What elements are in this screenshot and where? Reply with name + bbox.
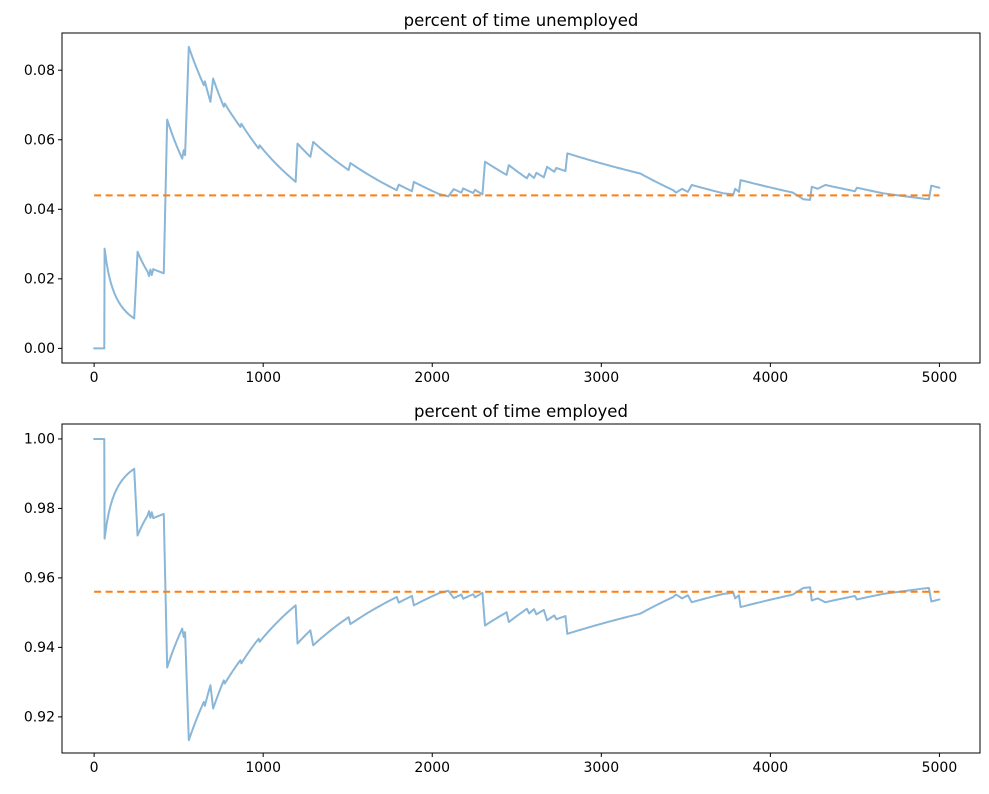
panel-employed: percent of time employed 0 1000 2000 3000 40… (24, 402, 981, 776)
x-tick-label: 1000 (245, 370, 281, 386)
x-tick-label: 4000 (753, 760, 789, 776)
sample-path-line (93, 45, 941, 350)
y-tick-label: 1.00 (24, 432, 55, 448)
axes-spines (61, 32, 981, 364)
y-tick-label: 0.04 (24, 202, 55, 218)
x-tick-label: 5000 (922, 370, 958, 386)
axes-spines (61, 423, 981, 754)
x-tick-label: 1000 (245, 760, 281, 776)
y-tick-label: 0.94 (24, 640, 55, 656)
y-tick-label: 0.98 (24, 501, 55, 517)
sample-path-line (93, 437, 941, 742)
y-tick-label: 0.92 (24, 710, 55, 726)
x-tick-label: 5000 (922, 760, 958, 776)
y-tick-label: 0.00 (24, 341, 55, 357)
y-tick-label: 0.02 (24, 272, 55, 288)
chart-title-unemployed: percent of time unemployed (404, 11, 639, 30)
x-tick-label: 4000 (753, 370, 789, 386)
x-tick-label: 2000 (414, 370, 450, 386)
x-tick-label: 0 (90, 370, 99, 386)
y-tick-label: 0.08 (24, 63, 55, 79)
y-tick-label: 0.06 (24, 133, 55, 149)
x-tick-label: 2000 (414, 760, 450, 776)
panel-unemployed: percent of time unemployed 0 1000 2000 3000… (24, 11, 981, 386)
chart-title-employed: percent of time employed (414, 402, 628, 421)
y-tick-label: 0.96 (24, 571, 55, 587)
x-tick-label: 3000 (583, 760, 619, 776)
x-tick-label: 0 (90, 760, 99, 776)
x-tick-label: 3000 (583, 370, 619, 386)
